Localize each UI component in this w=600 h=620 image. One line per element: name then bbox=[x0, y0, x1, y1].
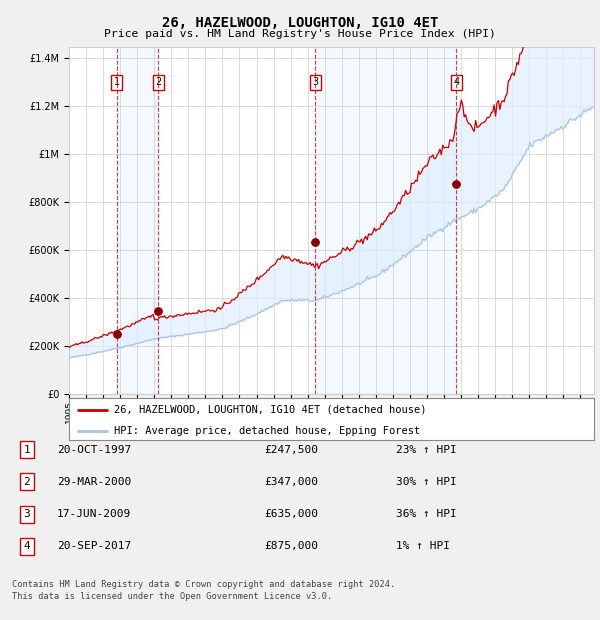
Text: £875,000: £875,000 bbox=[264, 541, 318, 551]
Bar bbox=[117, 46, 158, 394]
Text: £635,000: £635,000 bbox=[264, 509, 318, 519]
Text: £247,500: £247,500 bbox=[264, 445, 318, 454]
Text: 2: 2 bbox=[155, 78, 161, 87]
Text: 20-OCT-1997: 20-OCT-1997 bbox=[57, 445, 131, 454]
Text: 17-JUN-2009: 17-JUN-2009 bbox=[57, 509, 131, 519]
Text: 20-SEP-2017: 20-SEP-2017 bbox=[57, 541, 131, 551]
Text: 36% ↑ HPI: 36% ↑ HPI bbox=[396, 509, 457, 519]
Text: 29-MAR-2000: 29-MAR-2000 bbox=[57, 477, 131, 487]
Text: Price paid vs. HM Land Registry's House Price Index (HPI): Price paid vs. HM Land Registry's House … bbox=[104, 29, 496, 39]
Text: 26, HAZELWOOD, LOUGHTON, IG10 4ET: 26, HAZELWOOD, LOUGHTON, IG10 4ET bbox=[162, 16, 438, 30]
Text: £347,000: £347,000 bbox=[264, 477, 318, 487]
Text: 1: 1 bbox=[113, 78, 120, 87]
Text: 4: 4 bbox=[23, 541, 31, 551]
Text: 1% ↑ HPI: 1% ↑ HPI bbox=[396, 541, 450, 551]
Text: This data is licensed under the Open Government Licence v3.0.: This data is licensed under the Open Gov… bbox=[12, 592, 332, 601]
Text: 26, HAZELWOOD, LOUGHTON, IG10 4ET (detached house): 26, HAZELWOOD, LOUGHTON, IG10 4ET (detac… bbox=[113, 405, 426, 415]
Text: 30% ↑ HPI: 30% ↑ HPI bbox=[396, 477, 457, 487]
Point bbox=[112, 329, 122, 339]
Text: Contains HM Land Registry data © Crown copyright and database right 2024.: Contains HM Land Registry data © Crown c… bbox=[12, 580, 395, 589]
Text: HPI: Average price, detached house, Epping Forest: HPI: Average price, detached house, Eppi… bbox=[113, 426, 420, 436]
Point bbox=[451, 179, 461, 189]
Text: 3: 3 bbox=[313, 78, 319, 87]
Text: 2: 2 bbox=[23, 477, 31, 487]
Bar bbox=[316, 46, 456, 394]
Text: 3: 3 bbox=[23, 509, 31, 519]
Point bbox=[154, 306, 163, 316]
Point bbox=[311, 237, 320, 247]
Text: 4: 4 bbox=[453, 78, 460, 87]
Text: 1: 1 bbox=[23, 445, 31, 454]
Text: 23% ↑ HPI: 23% ↑ HPI bbox=[396, 445, 457, 454]
